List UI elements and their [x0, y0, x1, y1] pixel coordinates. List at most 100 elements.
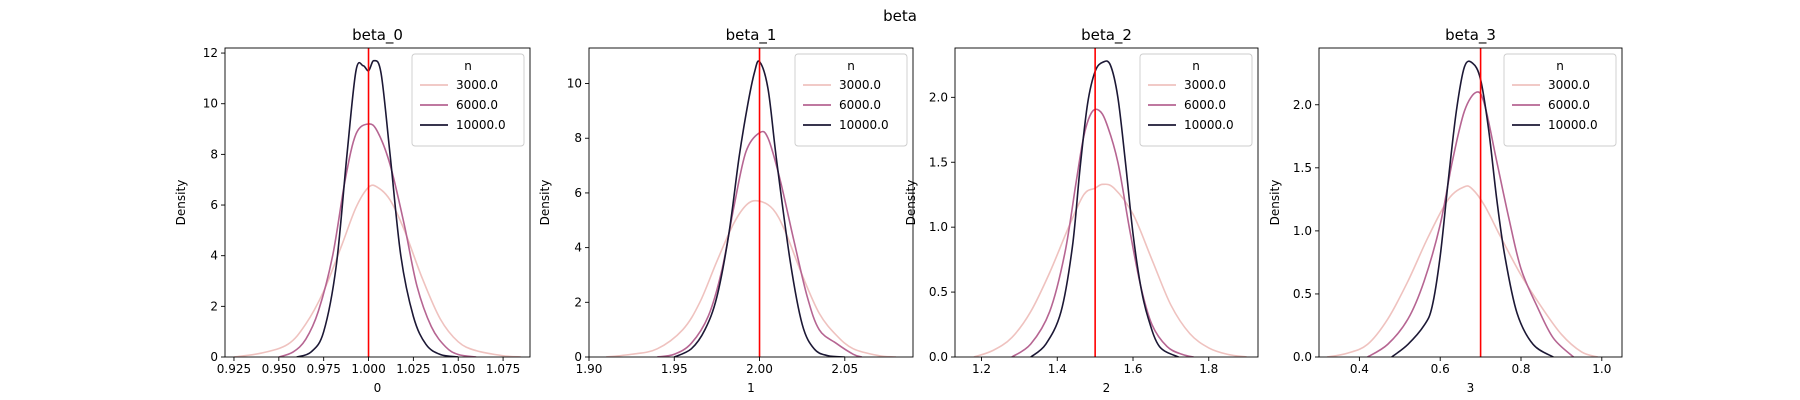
panel-beta-3: beta_3 0.4 0.6 0.8 1.0 0.0 0.5 1.0 1.5 2.0 3 Densit… — [1268, 26, 1623, 395]
y-tick-label: 0.0 — [929, 350, 948, 364]
y-tick-label: 2.0 — [929, 90, 948, 104]
x-tick-label: 0.975 — [306, 362, 340, 376]
legend: n 3000.0 6000.0 10000.0 — [794, 53, 908, 147]
x-tick-label: 1.6 — [1123, 362, 1142, 376]
x-tick-label: 0.6 — [1431, 362, 1450, 376]
density-curve-3000-0 — [973, 183, 1247, 357]
y-tick-label: 0 — [574, 350, 582, 364]
y-tick-label: 0 — [210, 350, 218, 364]
x-tick-label: 1.075 — [486, 362, 520, 376]
y-axis-label: Density — [904, 180, 918, 226]
y-tick-label: 1.5 — [1293, 161, 1312, 175]
x-tick-label: 1.2 — [972, 362, 991, 376]
legend-box — [411, 53, 525, 147]
y-tick-label: 1.0 — [929, 220, 948, 234]
y-tick-label: 6 — [574, 186, 582, 200]
density-curve-3000-0 — [1326, 185, 1598, 357]
density-curve-6000-0 — [657, 130, 863, 357]
legend: n 3000.0 6000.0 10000.0 — [1139, 53, 1253, 147]
x-tick-label: 0.8 — [1511, 362, 1530, 376]
y-tick-label: 6 — [210, 198, 218, 212]
legend-label-3000-0: 3000.0 — [839, 78, 881, 92]
x-axis-label: 1 — [747, 381, 755, 395]
panel-beta-0: beta_0 0.925 0.950 0.975 1.000 1.025 1.050 1.07… — [174, 26, 531, 395]
y-axis-label: Density — [1268, 180, 1282, 226]
legend-title: n — [1556, 59, 1564, 73]
panel-title: beta_3 — [1445, 26, 1496, 45]
y-tick-label: 8 — [574, 131, 582, 145]
x-tick-label: 1.95 — [661, 362, 688, 376]
density-curve-6000-0 — [1011, 108, 1194, 357]
y-tick-label: 2 — [574, 295, 582, 309]
x-tick-label: 1.050 — [441, 362, 475, 376]
x-tick-label: 1.0 — [1592, 362, 1611, 376]
x-tick-label: 0.4 — [1350, 362, 1369, 376]
axes-frame — [224, 47, 531, 358]
legend-label-6000-0: 6000.0 — [1548, 98, 1590, 112]
legend-box — [1503, 53, 1617, 147]
axes-frame — [588, 47, 914, 358]
figure-suptitle: beta — [883, 7, 917, 25]
x-tick-label: 1.000 — [351, 362, 385, 376]
density-curve-6000-0 — [278, 123, 477, 357]
density-curve-10000-0 — [1391, 60, 1554, 357]
legend-label-10000-0: 10000.0 — [839, 118, 889, 132]
legend-label-10000-0: 10000.0 — [1184, 118, 1234, 132]
legend-label-6000-0: 6000.0 — [839, 98, 881, 112]
y-tick-label: 2.0 — [1293, 98, 1312, 112]
x-tick-label: 2.05 — [831, 362, 858, 376]
density-curves — [233, 59, 522, 357]
y-tick-label: 1.5 — [929, 155, 948, 169]
x-tick-label: 0.925 — [217, 362, 251, 376]
y-tick-label: 4 — [210, 249, 218, 263]
panel-title: beta_2 — [1081, 26, 1132, 45]
density-curve-10000-0 — [296, 59, 459, 357]
x-axis-label: 3 — [1467, 381, 1475, 395]
density-curve-3000-0 — [233, 184, 522, 357]
legend-title: n — [847, 59, 855, 73]
x-tick-label: 1.8 — [1199, 362, 1218, 376]
y-tick-label: 1.0 — [1293, 224, 1312, 238]
density-curve-10000-0 — [1030, 60, 1179, 357]
y-axis-label: Density — [174, 180, 188, 226]
x-tick-label: 2.00 — [746, 362, 773, 376]
axes-frame — [954, 47, 1259, 358]
panel-beta-1: beta_1 1.90 1.95 2.00 2.05 0 2 4 6 8 10 1 Density n 30… — [538, 26, 914, 395]
density-curve-10000-0 — [673, 60, 845, 357]
legend-label-6000-0: 6000.0 — [1184, 98, 1226, 112]
y-tick-label: 8 — [210, 147, 218, 161]
density-curves — [973, 60, 1247, 357]
x-tick-label: 1.90 — [576, 362, 603, 376]
legend-label-10000-0: 10000.0 — [1548, 118, 1598, 132]
panel-beta-2: beta_2 1.2 1.4 1.6 1.8 0.0 0.5 1.0 1.5 2.0 2 Densit… — [904, 26, 1259, 395]
panel-title: beta_0 — [352, 26, 403, 45]
axes-frame — [1318, 47, 1623, 358]
y-tick-label: 12 — [203, 46, 218, 60]
density-curves — [1326, 60, 1598, 357]
y-axis-label: Density — [538, 180, 552, 226]
y-tick-label: 4 — [574, 241, 582, 255]
density-curve-3000-0 — [605, 199, 897, 357]
x-tick-label: 1.4 — [1048, 362, 1067, 376]
legend-label-10000-0: 10000.0 — [456, 118, 506, 132]
panel-title: beta_1 — [726, 26, 777, 45]
x-tick-label: 0.950 — [262, 362, 296, 376]
y-tick-label: 10 — [567, 77, 582, 91]
legend-title: n — [1192, 59, 1200, 73]
legend-box — [794, 53, 908, 147]
density-curve-6000-0 — [1367, 91, 1575, 357]
y-tick-label: 0.0 — [1293, 350, 1312, 364]
legend: n 3000.0 6000.0 10000.0 — [1503, 53, 1617, 147]
legend-box — [1139, 53, 1253, 147]
x-axis-label: 0 — [374, 381, 382, 395]
y-tick-label: 10 — [203, 97, 218, 111]
legend-label-6000-0: 6000.0 — [456, 98, 498, 112]
legend-title: n — [464, 59, 472, 73]
y-tick-label: 0.5 — [1293, 287, 1312, 301]
legend-label-3000-0: 3000.0 — [456, 78, 498, 92]
legend-label-3000-0: 3000.0 — [1184, 78, 1226, 92]
x-tick-label: 1.025 — [396, 362, 430, 376]
x-axis-label: 2 — [1103, 381, 1111, 395]
y-tick-label: 2 — [210, 299, 218, 313]
